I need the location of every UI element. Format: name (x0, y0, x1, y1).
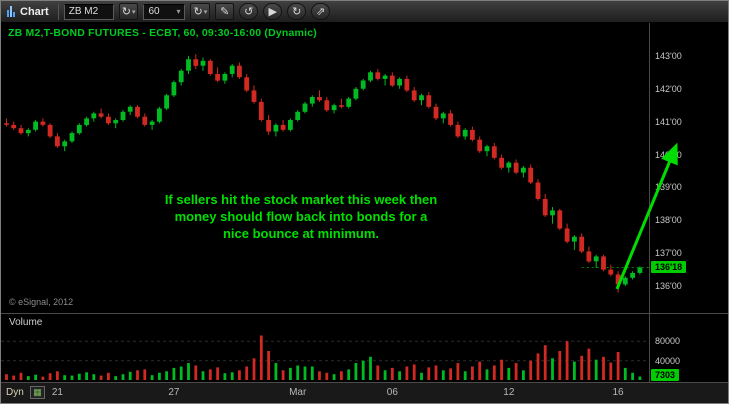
playback-button[interactable]: ▶ (263, 3, 283, 20)
price-axis-label: 137'00 (655, 248, 682, 259)
refresh-icon: ↻ (193, 6, 203, 18)
chevron-down-icon: ▾ (131, 8, 136, 16)
pencil-icon: ✎ (220, 6, 230, 18)
symbol-value: ZB M2 (68, 6, 99, 17)
volume-label: Volume (9, 317, 43, 328)
annotation-line: money should flow back into bonds for a (174, 209, 428, 224)
price-axis-label: 140'00 (655, 149, 682, 160)
time-axis-label: 27 (168, 387, 180, 398)
price-axis-label: 141'00 (655, 116, 682, 127)
chart-annotation: If sellers hit the stock market this wee… (119, 191, 483, 242)
share-icon: ⇗ (316, 6, 326, 18)
time-axis-label: 12 (503, 387, 515, 398)
watermark: © eSignal, 2012 (9, 297, 74, 307)
price-axis-label: 138'00 (655, 215, 682, 226)
volume-pane: Volume 7303 80000 40000 (1, 314, 728, 383)
price-pane: ZB M2,T-BOND FUTURES - ECBT, 60, 09:30-1… (1, 23, 728, 314)
price-axis-label: 139'00 (655, 182, 682, 193)
undo-button[interactable]: ↺ (239, 3, 259, 20)
candlestick-plot[interactable] (1, 23, 649, 313)
toolbar-separator (57, 3, 59, 20)
chevron-down-icon: ▾ (203, 8, 208, 16)
time-axis[interactable]: Dyn ▦ 21 27 Mar 06 12 16 (1, 383, 728, 403)
undo-icon: ↺ (244, 6, 254, 18)
toolbar: Chart ZB M2 ↻ ▾ 60 ▾ ↻ ▾ ✎ ↺ ▶ ↻ ⇗ (1, 1, 728, 23)
interval-value: 60 (148, 6, 160, 17)
play-icon: ▶ (268, 6, 277, 18)
refresh-icon: ↻ (121, 6, 131, 18)
chevron-down-icon: ▾ (176, 7, 181, 16)
interval-input[interactable]: 60 ▾ (143, 3, 186, 20)
symbol-input[interactable]: ZB M2 (63, 3, 114, 20)
redo-icon: ↻ (292, 6, 302, 18)
annotation-line: nice bounce at minimum. (222, 226, 380, 241)
last-price-badge: 136'18 (651, 260, 687, 273)
data-source-icon[interactable]: ▦ (30, 386, 45, 399)
time-axis-label: 06 (386, 387, 398, 398)
share-button[interactable]: ⇗ (311, 3, 331, 20)
chart-app-icon (7, 6, 15, 17)
time-axis-label: 21 (51, 387, 63, 398)
price-axis-label: 143'00 (655, 50, 682, 61)
time-axis-label: 16 (612, 387, 624, 398)
draw-tool-button[interactable]: ✎ (215, 3, 235, 20)
price-axis[interactable]: 136'18 143'00 142'00 141'00 140'00 139'00 138… (649, 23, 728, 313)
price-axis-label: 136'00 (655, 281, 682, 292)
time-axis-label: Mar (289, 387, 307, 398)
price-axis-label: 142'00 (655, 83, 682, 94)
volume-axis[interactable]: 7303 80000 40000 (649, 314, 728, 382)
dyn-mode-label[interactable]: Dyn (6, 387, 24, 398)
interval-refresh-button[interactable]: ↻ ▾ (190, 3, 211, 20)
last-volume-badge: 7303 (651, 369, 680, 382)
chart-title: ZB M2,T-BOND FUTURES - ECBT, 60, 09:30-1… (8, 27, 317, 39)
annotation-line: If sellers hit the stock market this wee… (164, 192, 438, 207)
redo-button[interactable]: ↻ (287, 3, 307, 20)
app-title: Chart (20, 5, 49, 18)
volume-plot[interactable] (1, 314, 649, 382)
volume-axis-label: 80000 (655, 336, 681, 347)
volume-axis-label: 40000 (655, 355, 681, 366)
symbol-refresh-button[interactable]: ↻ ▾ (118, 3, 139, 20)
